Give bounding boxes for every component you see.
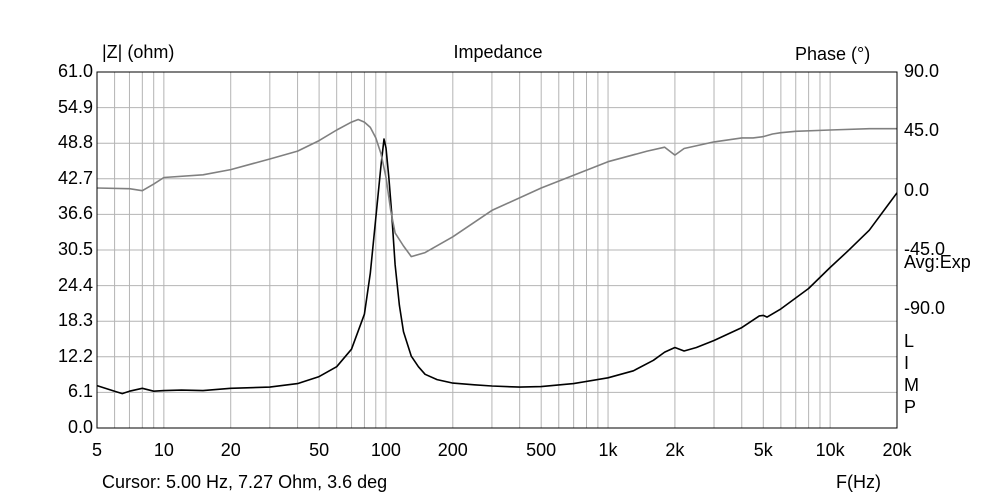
left-tick-label: 6.1 <box>67 381 93 402</box>
left-tick-label: 61.0 <box>57 61 93 81</box>
right-tick-label: -90.0 <box>904 298 946 319</box>
left-tick-label: 36.6 <box>57 203 93 224</box>
curves <box>96 118 898 395</box>
left-axis-label: |Z| (ohm) <box>102 42 175 62</box>
left-tick-label: 12.2 <box>57 345 93 366</box>
x-tick-label: 1k <box>598 440 618 460</box>
grid <box>97 72 897 428</box>
left-tick-label: 48.8 <box>57 132 93 153</box>
x-tick-label: 20k <box>882 440 912 460</box>
limp-letter: L <box>904 331 915 351</box>
limp-letter: M <box>904 375 919 395</box>
left-tick-label: 30.5 <box>57 239 93 259</box>
cursor-readout: Cursor: 5.00 Hz, 7.27 Ohm, 3.6 deg <box>102 472 388 492</box>
averaging-mode-label: Avg:Exp <box>904 252 971 272</box>
x-tick-label: 20 <box>220 440 241 460</box>
x-tick-label: 5k <box>753 440 773 460</box>
right-axis-label: Phase (°) <box>795 44 871 64</box>
limp-letter: I <box>904 353 910 373</box>
chart-title: Impedance <box>453 42 543 62</box>
left-tick-label: 24.4 <box>57 274 93 295</box>
impedance-curve <box>96 138 898 395</box>
right-tick-label: 0.0 <box>904 179 930 200</box>
x-tick-label: 10k <box>815 440 845 460</box>
x-tick-label: 2k <box>665 440 685 460</box>
left-tick-label: 0.0 <box>67 417 93 437</box>
plot-frame <box>96 71 898 429</box>
phase-curve <box>96 118 897 258</box>
x-axis-label: F(Hz) <box>836 472 881 492</box>
right-tick-label: 90.0 <box>904 61 940 81</box>
x-tick-label: 50 <box>309 440 330 460</box>
left-tick-label: 42.7 <box>57 167 93 188</box>
x-tick-label: 200 <box>437 440 468 460</box>
x-tick-label: 10 <box>153 440 174 460</box>
limp-letter: P <box>904 397 917 417</box>
x-tick-label: 500 <box>526 440 557 460</box>
x-tick-label: 100 <box>370 440 401 460</box>
left-tick-label: 18.3 <box>57 310 93 331</box>
right-tick-label: -45.0 <box>904 239 946 259</box>
right-tick-label: 45.0 <box>904 120 940 141</box>
x-tick-label: 5 <box>91 440 103 460</box>
left-tick-label: 54.9 <box>57 96 93 117</box>
